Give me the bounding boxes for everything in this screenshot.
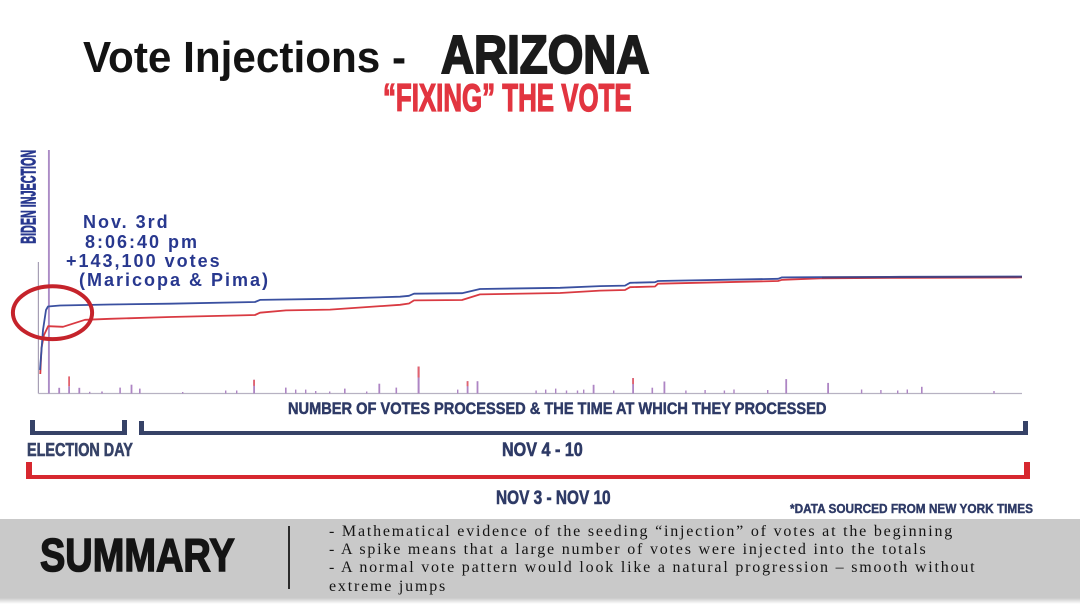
svg-text:BIDEN INJECTION: BIDEN INJECTION (17, 150, 41, 244)
